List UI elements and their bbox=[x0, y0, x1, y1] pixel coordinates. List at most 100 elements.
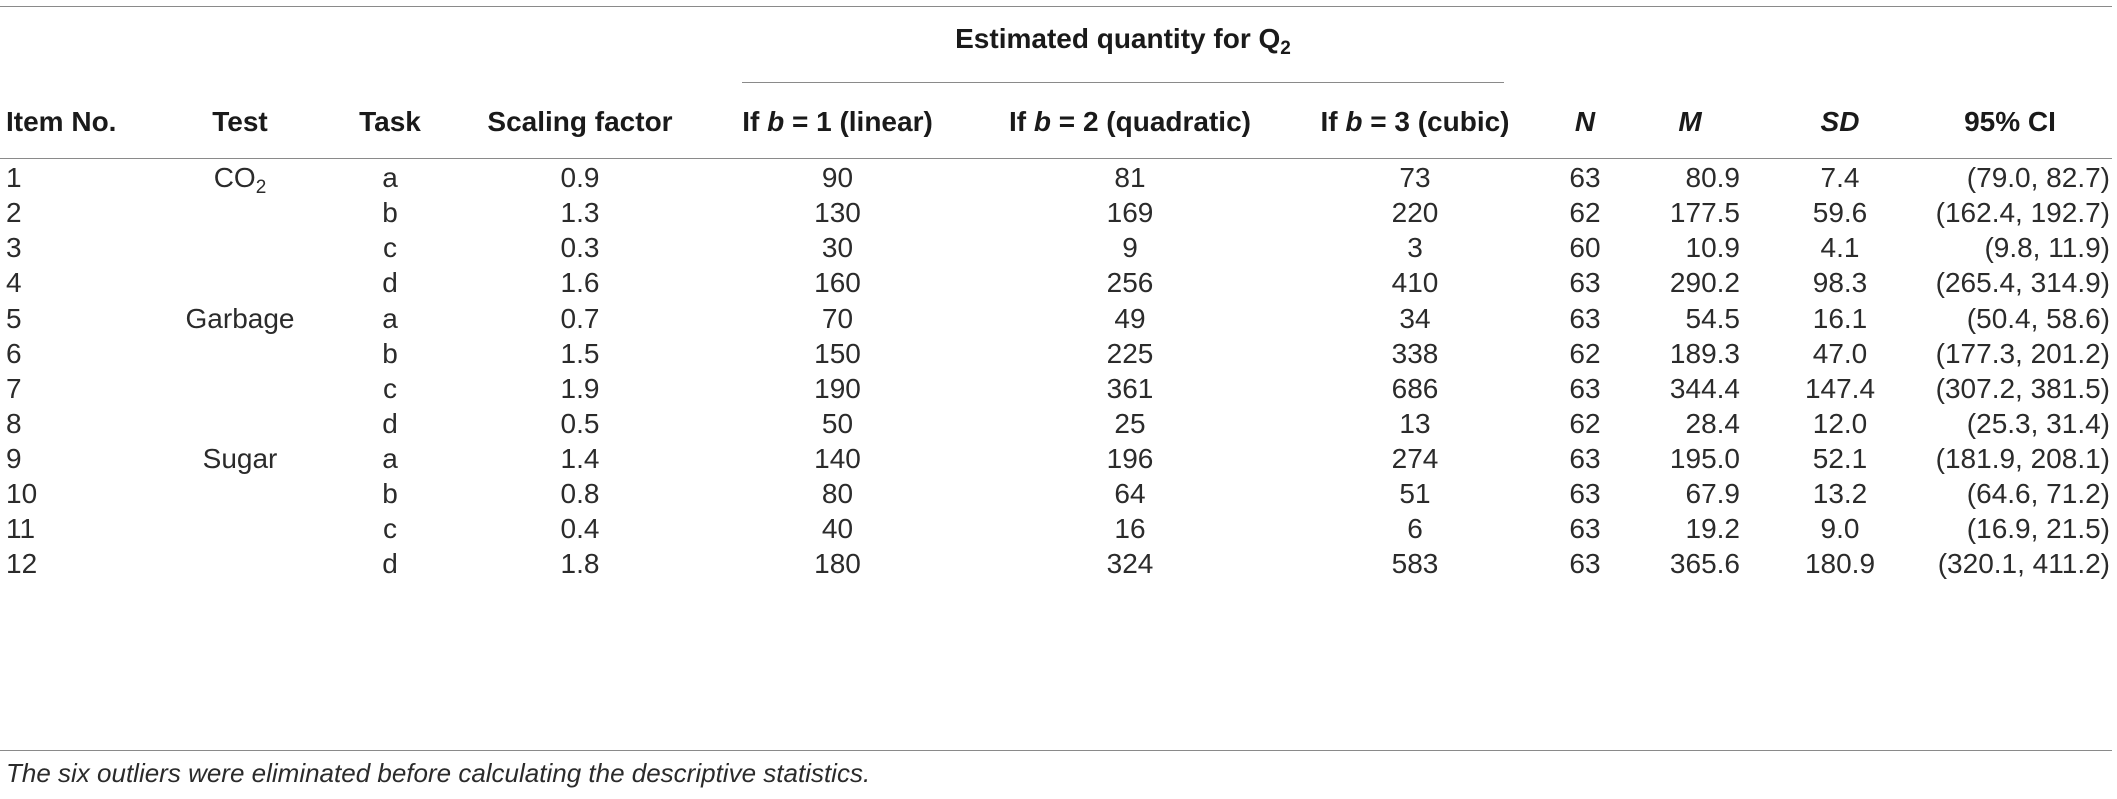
cell-cubic: 13 bbox=[1399, 407, 1431, 439]
cell-scaling-factor: 0.7 bbox=[560, 302, 600, 334]
cell-95-ci: (265.4, 314.9) bbox=[1935, 267, 2110, 299]
header-linear-b: b bbox=[767, 106, 785, 137]
cell-95-ci: (50.4, 58.6) bbox=[1966, 302, 2110, 334]
header-bottom-rule bbox=[0, 158, 2112, 159]
cell-test-subscript: 2 bbox=[255, 177, 267, 199]
header-sd: SD bbox=[1820, 106, 1860, 137]
header-linear: If b = 1 (linear) bbox=[720, 105, 955, 139]
cell-quadratic: 169 bbox=[1106, 197, 1154, 229]
cell-95-ci: (181.9, 208.1) bbox=[1935, 442, 2110, 474]
header-95-ci: 95% CI bbox=[1964, 106, 2056, 137]
cell-quadratic: 64 bbox=[1114, 478, 1146, 509]
cell-quadratic: 49 bbox=[1114, 302, 1146, 334]
cell-n: 62 bbox=[1569, 197, 1601, 229]
cell-test-text: Garbage bbox=[185, 302, 295, 334]
cell-linear: 50 bbox=[821, 407, 854, 439]
cell-cubic: 3 bbox=[1407, 232, 1423, 264]
cell-test-text: Sugar bbox=[202, 442, 278, 474]
cell-quadratic: 16 bbox=[1114, 513, 1146, 545]
cell-test: Garbage bbox=[160, 302, 320, 336]
cell-m: 344.4 bbox=[1669, 372, 1740, 404]
cell-95-ci: (177.3, 201.2) bbox=[1935, 337, 2110, 369]
cell-task: b bbox=[382, 337, 398, 369]
cell-linear: 190 bbox=[814, 372, 861, 404]
table-footnote: The six outliers were eliminated before … bbox=[6, 758, 871, 788]
cell-n: 63 bbox=[1569, 372, 1601, 404]
cell-scaling-factor: 1.6 bbox=[560, 267, 600, 299]
cell-scaling-factor: 1.8 bbox=[560, 548, 600, 580]
table-top-rule bbox=[0, 6, 2112, 7]
estimated-quantity-span-header: Estimated quantity for Q2 bbox=[742, 22, 1504, 58]
cell-scaling-factor: 1.4 bbox=[560, 442, 600, 474]
header-quadratic-b: b bbox=[1033, 106, 1052, 137]
cell-sd: 59.6 bbox=[1812, 197, 1868, 229]
cell-n: 60 bbox=[1569, 232, 1601, 264]
cell-sd: 13.2 bbox=[1812, 478, 1868, 509]
cell-n: 63 bbox=[1569, 442, 1601, 474]
cell-cubic: 686 bbox=[1391, 372, 1439, 404]
header-cubic-suffix: = 3 (cubic) bbox=[1362, 106, 1510, 137]
cell-cubic: 410 bbox=[1391, 267, 1439, 299]
header-item-no: Item No. bbox=[6, 106, 117, 137]
cell-linear: 80 bbox=[821, 478, 854, 509]
cell-m: 80.9 bbox=[1685, 162, 1741, 194]
cell-linear: 30 bbox=[821, 232, 854, 264]
cell-quadratic: 9 bbox=[1122, 232, 1138, 264]
span-header-text: Estimated quantity for Q bbox=[955, 23, 1281, 54]
cell-linear: 90 bbox=[821, 162, 854, 194]
cell-sd: 4.1 bbox=[1820, 232, 1860, 264]
cell-item-no: 9 bbox=[6, 442, 22, 474]
cell-m: 67.9 bbox=[1685, 478, 1741, 509]
cell-task: a bbox=[382, 302, 398, 334]
cell-n: 63 bbox=[1569, 548, 1601, 580]
cell-task: c bbox=[383, 372, 397, 404]
header-cubic-prefix: If bbox=[1320, 106, 1346, 137]
header-linear-prefix: If bbox=[742, 106, 768, 137]
cell-cubic: 34 bbox=[1399, 302, 1431, 334]
cell-95-ci: (162.4, 192.7) bbox=[1935, 197, 2110, 229]
cell-95-ci: (307.2, 381.5) bbox=[1935, 372, 2110, 404]
header-quadratic-prefix: If bbox=[1009, 106, 1034, 137]
cell-sd: 16.1 bbox=[1812, 302, 1868, 334]
cell-sd: 12.0 bbox=[1812, 407, 1868, 439]
cell-linear: 40 bbox=[821, 513, 854, 545]
cell-m: 28.4 bbox=[1685, 407, 1741, 439]
cell-item-no: 10 bbox=[6, 478, 38, 509]
cell-m: 189.3 bbox=[1669, 337, 1740, 369]
cell-cubic: 220 bbox=[1391, 197, 1439, 229]
header-test: Test bbox=[212, 106, 268, 137]
header-cubic: If b = 3 (cubic) bbox=[1300, 105, 1530, 139]
cell-item-no: 11 bbox=[6, 513, 36, 545]
cell-m: 10.9 bbox=[1685, 232, 1741, 264]
cell-m: 195.0 bbox=[1669, 442, 1740, 474]
cell-n: 63 bbox=[1569, 162, 1601, 194]
cell-quadratic: 256 bbox=[1106, 267, 1154, 299]
cell-95-ci: (79.0, 82.7) bbox=[1966, 162, 2110, 194]
header-quadratic-suffix: = 2 (quadratic) bbox=[1051, 106, 1251, 137]
cell-cubic: 51 bbox=[1399, 478, 1431, 509]
cell-scaling-factor: 1.3 bbox=[560, 197, 600, 229]
cell-test: CO2 bbox=[160, 161, 320, 199]
cell-linear: 70 bbox=[821, 302, 854, 334]
cell-m: 290.2 bbox=[1669, 267, 1740, 299]
cell-test-text: CO bbox=[213, 162, 256, 194]
cell-cubic: 338 bbox=[1391, 337, 1439, 369]
cell-item-no: 3 bbox=[6, 232, 22, 264]
cell-item-no: 2 bbox=[6, 197, 22, 229]
cell-m: 19.2 bbox=[1685, 513, 1741, 545]
cell-task: d bbox=[382, 267, 398, 299]
cell-n: 63 bbox=[1569, 267, 1601, 299]
table-bottom-rule bbox=[0, 750, 2112, 751]
cell-95-ci: (9.8, 11.9) bbox=[1984, 232, 2110, 264]
cell-linear: 140 bbox=[814, 442, 861, 474]
cell-sd: 180.9 bbox=[1804, 548, 1876, 580]
cell-scaling-factor: 1.9 bbox=[560, 372, 600, 404]
cell-scaling-factor: 0.5 bbox=[560, 407, 600, 439]
cell-n: 63 bbox=[1569, 478, 1601, 509]
cell-item-no: 7 bbox=[6, 372, 22, 404]
cell-sd: 7.4 bbox=[1820, 162, 1860, 194]
header-m: M bbox=[1678, 106, 1702, 137]
cell-task: a bbox=[382, 162, 398, 194]
cell-task: b bbox=[382, 478, 398, 509]
